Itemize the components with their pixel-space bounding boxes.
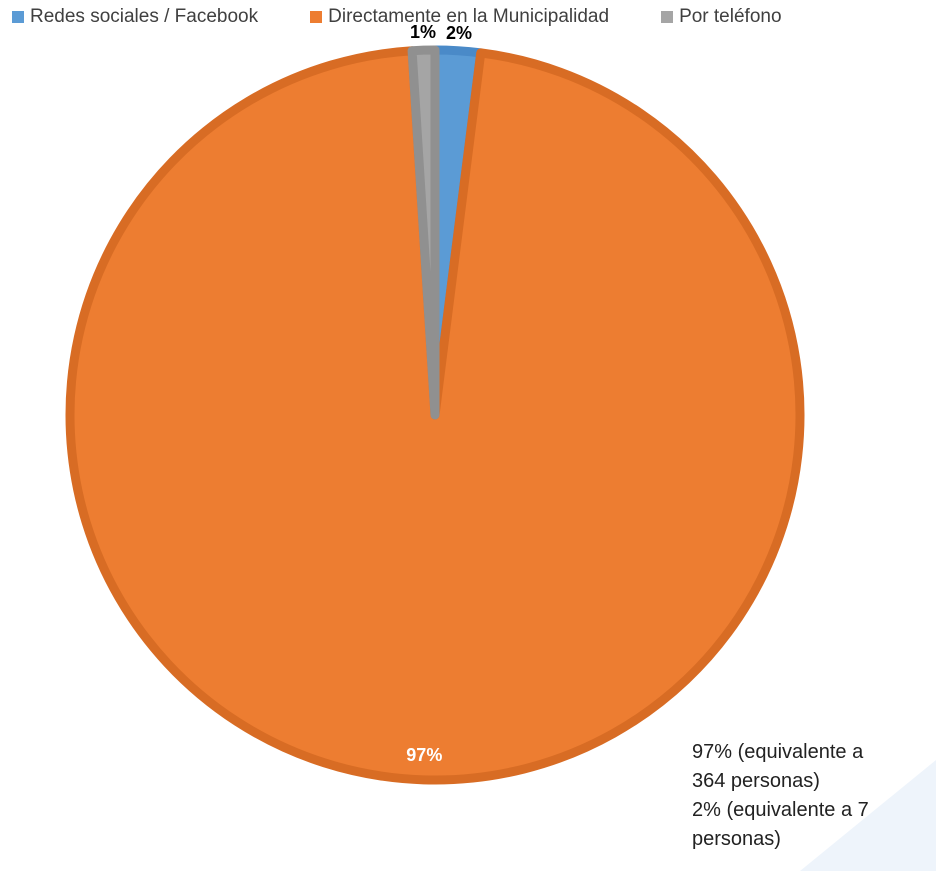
side-note-line-2: 364 personas) bbox=[692, 770, 820, 792]
legend-swatch-telefono bbox=[661, 11, 674, 23]
legend-label-telefono: Por teléfono bbox=[679, 6, 782, 27]
data-label-telefono: 1% bbox=[410, 22, 436, 42]
legend-label-redes: Redes sociales / Facebook bbox=[30, 6, 259, 27]
data-label-municipalidad: 97% bbox=[406, 745, 442, 765]
side-note-line-4: personas) bbox=[692, 828, 781, 850]
side-note-line-3: 2% (equivalente a 7 bbox=[692, 799, 869, 821]
chart-legend: Redes sociales / Facebook Directamente e… bbox=[12, 6, 834, 28]
legend-swatch-redes bbox=[12, 11, 24, 23]
pie-data-labels: 2% 97% 1% bbox=[406, 22, 472, 765]
legend-label-municipalidad: Directamente en la Municipalidad bbox=[328, 6, 610, 27]
side-note: 97% (equivalente a 364 personas) 2% (equ… bbox=[692, 738, 936, 854]
slice-telefono bbox=[407, 45, 440, 420]
legend-item-redes: Redes sociales / Facebook bbox=[12, 6, 258, 28]
legend-swatch-municipalidad bbox=[310, 11, 323, 23]
side-note-line-1: 97% (equivalente a bbox=[692, 741, 864, 763]
legend-item-municipalidad: Directamente en la Municipalidad bbox=[310, 6, 609, 28]
pie-slices bbox=[65, 45, 805, 785]
legend-item-telefono: Por teléfono bbox=[661, 6, 782, 28]
data-label-redes-sociales: 2% bbox=[446, 23, 472, 43]
